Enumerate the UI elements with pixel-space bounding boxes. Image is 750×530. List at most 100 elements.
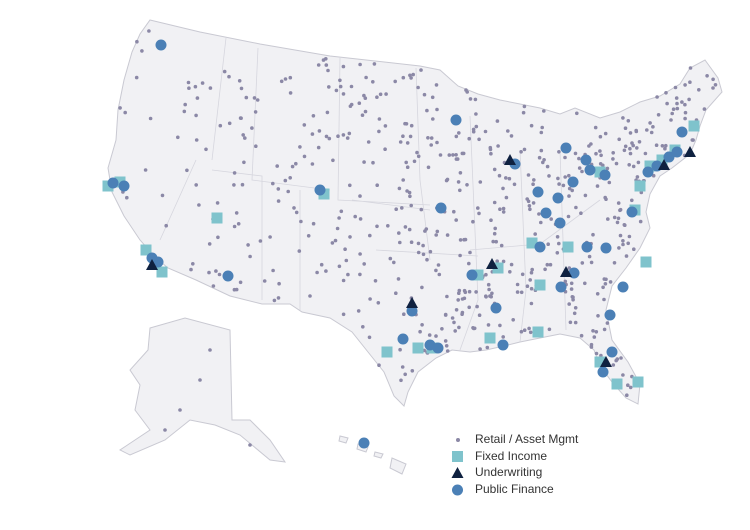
retail-point bbox=[294, 210, 299, 215]
retail-point bbox=[547, 327, 552, 332]
retail-point bbox=[648, 121, 652, 125]
retail-point bbox=[185, 168, 189, 173]
retail-point bbox=[519, 329, 524, 334]
retail-point bbox=[341, 64, 346, 69]
retail-point bbox=[614, 161, 619, 166]
retail-point bbox=[148, 116, 153, 121]
legend-symbol bbox=[452, 451, 463, 462]
retail-point bbox=[468, 250, 472, 255]
retail-point bbox=[336, 134, 340, 138]
retail-point bbox=[664, 91, 668, 95]
retail-point bbox=[645, 128, 649, 132]
retail-point bbox=[182, 109, 187, 114]
retail-point bbox=[457, 288, 462, 293]
retail-point bbox=[604, 197, 608, 201]
retail-point bbox=[163, 428, 167, 432]
retail-point bbox=[499, 243, 504, 248]
retail-point bbox=[463, 237, 468, 242]
retail-point bbox=[529, 301, 534, 306]
retail-point bbox=[207, 242, 212, 246]
retail-point bbox=[618, 207, 623, 212]
public-finance-point bbox=[107, 177, 119, 189]
legend: Retail / Asset Mgmt Fixed Income Underwr… bbox=[451, 432, 579, 496]
retail-point bbox=[194, 113, 198, 118]
retail-point bbox=[321, 58, 326, 62]
retail-point bbox=[540, 125, 544, 130]
retail-point bbox=[362, 93, 366, 98]
retail-point bbox=[617, 246, 621, 250]
retail-point bbox=[337, 216, 341, 220]
retail-point bbox=[401, 134, 405, 138]
retail-point bbox=[612, 261, 617, 265]
retail-point bbox=[408, 194, 412, 199]
alaska bbox=[119, 317, 287, 463]
retail-point bbox=[383, 147, 387, 151]
retail-point bbox=[327, 136, 332, 141]
retail-point bbox=[217, 272, 222, 277]
retail-point bbox=[688, 80, 692, 84]
retail-point bbox=[608, 280, 613, 284]
underwriting-point bbox=[146, 259, 158, 270]
retail-point bbox=[570, 188, 574, 193]
retail-point bbox=[356, 309, 361, 313]
retail-point bbox=[411, 72, 416, 77]
retail-point bbox=[711, 86, 715, 90]
retail-point bbox=[602, 327, 607, 332]
retail-point bbox=[457, 325, 461, 330]
retail-point bbox=[288, 176, 293, 180]
retail-point bbox=[630, 198, 634, 203]
retail-point bbox=[297, 249, 302, 253]
retail-point bbox=[493, 226, 498, 231]
retail-point bbox=[512, 182, 517, 187]
retail-point bbox=[200, 81, 205, 85]
retail-point bbox=[545, 262, 550, 267]
retail-point bbox=[302, 123, 307, 127]
retail-point bbox=[567, 266, 572, 270]
retail-point bbox=[434, 233, 439, 237]
retail-point bbox=[660, 144, 665, 148]
retail-point bbox=[616, 216, 621, 221]
retail-point bbox=[358, 62, 362, 67]
fixed-income-point bbox=[656, 154, 668, 166]
retail-point bbox=[594, 151, 598, 156]
retail-point bbox=[697, 88, 701, 92]
public-finance-point bbox=[676, 126, 688, 138]
retail-point bbox=[589, 260, 594, 265]
retail-point bbox=[489, 218, 493, 222]
retail-point bbox=[458, 171, 463, 175]
retail-point bbox=[577, 166, 582, 170]
fixed-income-point bbox=[492, 262, 504, 274]
retail-point bbox=[522, 328, 527, 333]
retail-point bbox=[244, 95, 249, 100]
retail-point bbox=[635, 175, 640, 179]
retail-point bbox=[277, 281, 281, 286]
retail-point bbox=[492, 200, 497, 205]
retail-point bbox=[125, 195, 129, 200]
retail-point bbox=[605, 321, 610, 325]
retail-point bbox=[569, 287, 574, 291]
retail-point bbox=[606, 217, 610, 221]
land bbox=[107, 19, 723, 475]
retail-point bbox=[539, 148, 544, 153]
retail-point bbox=[515, 282, 520, 287]
retail-point bbox=[631, 143, 635, 148]
retail-point bbox=[331, 158, 335, 163]
retail-point bbox=[458, 253, 462, 258]
retail-point bbox=[279, 79, 284, 84]
retail-point bbox=[675, 106, 680, 111]
retail-point bbox=[705, 74, 709, 78]
retail-point bbox=[451, 153, 455, 157]
retail-point bbox=[237, 79, 242, 83]
retail-point bbox=[501, 206, 506, 211]
retail-point bbox=[463, 290, 468, 295]
retail-point bbox=[680, 100, 684, 104]
retail-point bbox=[506, 129, 510, 133]
retail-point bbox=[487, 287, 491, 292]
retail-point bbox=[687, 97, 691, 102]
retail-point bbox=[617, 137, 621, 142]
retail-point bbox=[214, 269, 218, 273]
retail-point bbox=[436, 263, 441, 267]
retail-point bbox=[457, 131, 461, 135]
retail-point bbox=[601, 285, 605, 290]
retail-point bbox=[317, 129, 322, 133]
